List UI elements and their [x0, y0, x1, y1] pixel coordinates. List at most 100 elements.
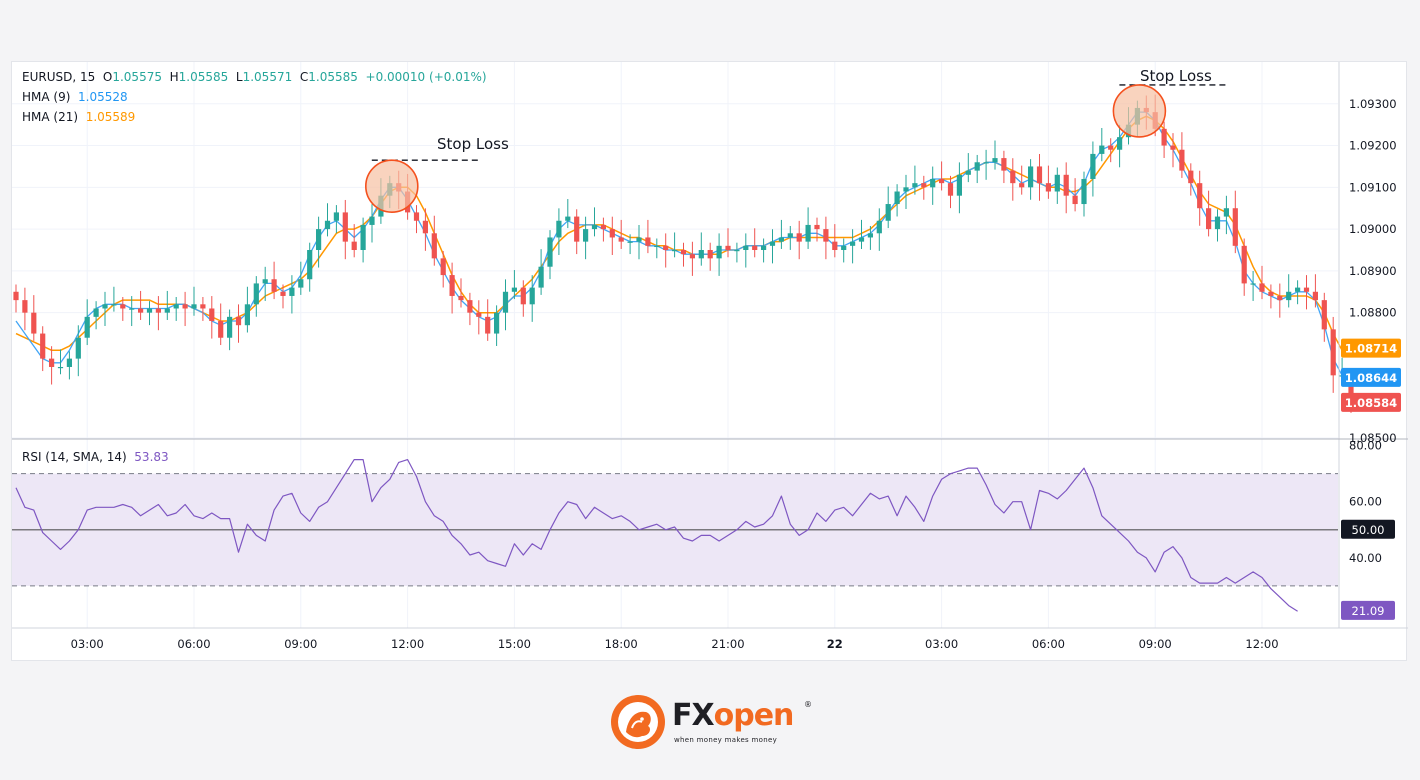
time-tick-label: 09:00	[1139, 637, 1172, 651]
candle-body	[947, 183, 954, 196]
candle-body	[1277, 295, 1283, 301]
candle-body	[689, 254, 695, 259]
candle-body	[672, 250, 678, 252]
hma9-value: 1.05528	[78, 90, 128, 104]
candle-body	[1161, 128, 1167, 146]
candle-body	[173, 304, 179, 309]
candle-body	[360, 224, 366, 250]
candle-body	[787, 233, 793, 238]
candle-body	[449, 275, 455, 296]
hma9-label: HMA (9)	[22, 90, 71, 104]
candle-body	[440, 258, 446, 276]
price-tag-label: 1.08584	[1345, 396, 1397, 410]
candle-body	[146, 308, 153, 313]
candle-body	[556, 220, 562, 238]
open-value: 1.05575	[112, 70, 162, 84]
candle-body	[227, 316, 233, 338]
price-tick-label: 1.08900	[1349, 264, 1397, 278]
rsi-layer	[15, 459, 1298, 612]
fxopen-logo[interactable]: FXopen ® when money makes money	[608, 692, 818, 754]
candle-body	[1054, 174, 1060, 192]
candle-body	[725, 245, 731, 250]
candle-body	[752, 245, 758, 250]
time-tick-label: 15:00	[498, 637, 531, 651]
high-label: H	[169, 70, 179, 84]
candle-body	[1197, 183, 1203, 209]
rsi-tag-bg	[1341, 600, 1395, 620]
candle-body	[1170, 145, 1176, 150]
top-band	[0, 0, 1420, 46]
time-tick-label: 06:00	[177, 637, 210, 651]
candle-body	[431, 233, 437, 259]
candle-body	[13, 291, 19, 301]
candle-body	[867, 233, 873, 238]
candle-body	[1072, 195, 1078, 205]
rsi-legend: RSI (14, SMA, 14) 53.83	[22, 450, 169, 464]
ohlc-legend: EURUSD, 15 O1.05575 H1.05585 L1.05571 C1…	[22, 70, 487, 84]
candle-body	[743, 245, 749, 250]
candle-body	[485, 316, 491, 334]
candle-body	[814, 224, 820, 230]
candle-body	[164, 308, 170, 313]
hma21-legend: HMA (21) 1.05589	[22, 110, 135, 124]
candle-body	[591, 224, 598, 230]
candle-body	[956, 174, 962, 196]
stop-loss-label-2: Stop Loss	[1140, 67, 1212, 85]
time-tick-label: 03:00	[925, 637, 958, 651]
time-tick-label: 03:00	[71, 637, 104, 651]
candle-body	[716, 245, 722, 259]
candle-body	[316, 229, 322, 250]
candle-body	[529, 287, 535, 305]
candle-body	[324, 220, 331, 230]
rsi-tag-label: 50.00	[1352, 523, 1385, 537]
candle-body	[49, 358, 55, 367]
candle-body	[930, 178, 936, 188]
candle-body	[734, 250, 740, 252]
candle-body	[520, 287, 526, 305]
candle-body	[22, 300, 28, 313]
candle-body	[209, 308, 215, 322]
candle-body	[841, 245, 847, 250]
candle-body	[120, 304, 126, 309]
candle-body	[974, 162, 980, 171]
registered-mark: ®	[804, 700, 812, 709]
time-tick-label: 06:00	[1032, 637, 1065, 651]
candle-body	[1206, 208, 1212, 230]
candle-body	[93, 308, 99, 317]
stop-loss-circle	[1112, 84, 1167, 138]
hma21-value: 1.05589	[85, 110, 136, 124]
chart-canvas[interactable]: 1.09300 1.09200 1.09100 1.09000 1.08900 1.088…	[12, 62, 1408, 662]
candle-body	[1232, 208, 1238, 246]
price-tick-label: 1.08800	[1349, 306, 1397, 320]
brand-tagline: when money makes money	[674, 736, 778, 744]
open-label: O	[102, 70, 113, 84]
candle-body	[289, 287, 295, 296]
candle-body	[1063, 174, 1069, 196]
rsi-band	[12, 473, 1338, 587]
candle-body	[876, 220, 882, 234]
candle-body	[413, 212, 420, 221]
candle-body	[778, 237, 784, 242]
candle-body	[476, 312, 482, 317]
time-tick-label: 21:00	[711, 637, 744, 651]
candle-body	[1036, 166, 1043, 184]
candle-body	[1028, 166, 1034, 188]
candle-body	[609, 229, 615, 238]
candle-body	[298, 279, 304, 288]
candle-body	[262, 279, 268, 284]
candle-body	[823, 229, 829, 242]
candle-body	[698, 250, 704, 259]
candle-body	[57, 366, 64, 369]
candle-body	[583, 229, 589, 242]
brand-open: open	[713, 698, 795, 733]
candle-body	[1330, 329, 1336, 376]
candle-body	[369, 216, 375, 225]
candle-body	[1179, 149, 1185, 171]
candle-body	[618, 237, 624, 242]
price-tick-label: 1.09100	[1349, 180, 1397, 194]
candle-body	[903, 187, 909, 192]
rsi-tag-label: 21.09	[1352, 604, 1385, 618]
time-tick-label: 18:00	[605, 637, 638, 651]
candle-body	[235, 316, 242, 326]
rsi-tag-bg	[1341, 519, 1395, 539]
